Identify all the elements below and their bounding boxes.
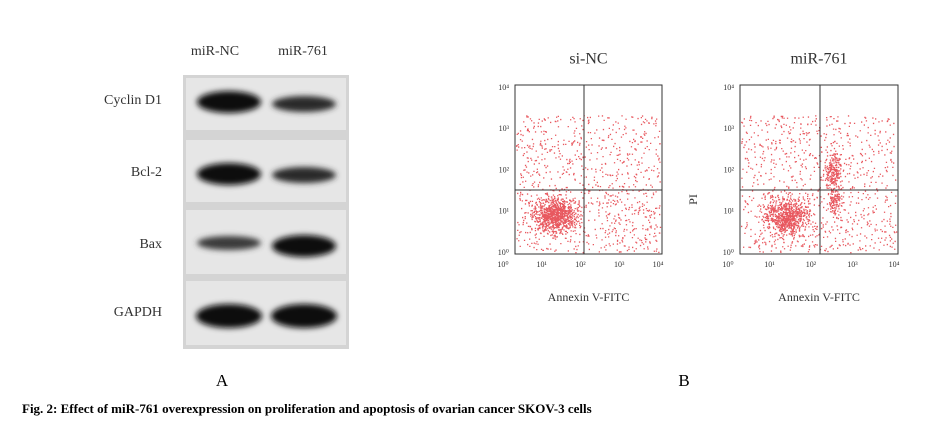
plot-title: miR-761 <box>791 51 848 68</box>
protein-label: Bax <box>139 237 162 252</box>
y-tick-label: 10¹ <box>724 207 735 216</box>
y-tick-label: 10¹ <box>499 207 510 216</box>
x-tick-label: 10⁰ <box>497 260 508 269</box>
y-tick-label: 10⁴ <box>498 83 509 92</box>
blot-strips <box>186 78 346 345</box>
caption: Fig. 2: Effect of miR-761 overexpression… <box>22 401 592 416</box>
x-tick-label: 10³ <box>847 260 858 269</box>
y-axis-label: PI <box>686 194 700 205</box>
panel-label: A <box>216 371 229 390</box>
x-tick-label: 10³ <box>614 260 625 269</box>
x-axis-label: Annexin V-FITC <box>548 290 630 304</box>
lane-label: miR-NC <box>191 44 239 59</box>
plot-title: si-NC <box>569 51 607 68</box>
scatter-dots <box>516 115 662 254</box>
protein-label: GAPDH <box>114 305 162 320</box>
y-tick-label: 10² <box>499 165 510 174</box>
plot-frame <box>739 84 899 255</box>
protein-label: Bcl-2 <box>131 165 162 180</box>
x-axis-label: Annexin V-FITC <box>778 290 860 304</box>
x-tick-label: 10² <box>575 260 586 269</box>
y-tick-label: 10⁰ <box>723 248 734 257</box>
x-tick-label: 10¹ <box>537 260 548 269</box>
y-tick-label: 10⁴ <box>723 83 734 92</box>
x-tick-label: 10¹ <box>764 260 775 269</box>
protein-label: Cyclin D1 <box>104 93 162 108</box>
lane-label: miR-761 <box>278 44 328 59</box>
blot-bands <box>196 91 337 328</box>
y-tick-label: 10⁰ <box>498 248 509 257</box>
y-tick-label: 10³ <box>724 124 735 133</box>
x-tick-label: 10⁴ <box>889 260 900 269</box>
y-tick-label: 10² <box>724 165 735 174</box>
x-tick-label: 10⁴ <box>653 260 664 269</box>
plot-frame <box>514 84 663 255</box>
x-tick-label: 10⁰ <box>722 260 733 269</box>
y-tick-label: 10³ <box>499 124 510 133</box>
x-tick-label: 10² <box>806 260 817 269</box>
panel-label: B <box>678 371 689 390</box>
scatter-dots <box>741 115 898 254</box>
